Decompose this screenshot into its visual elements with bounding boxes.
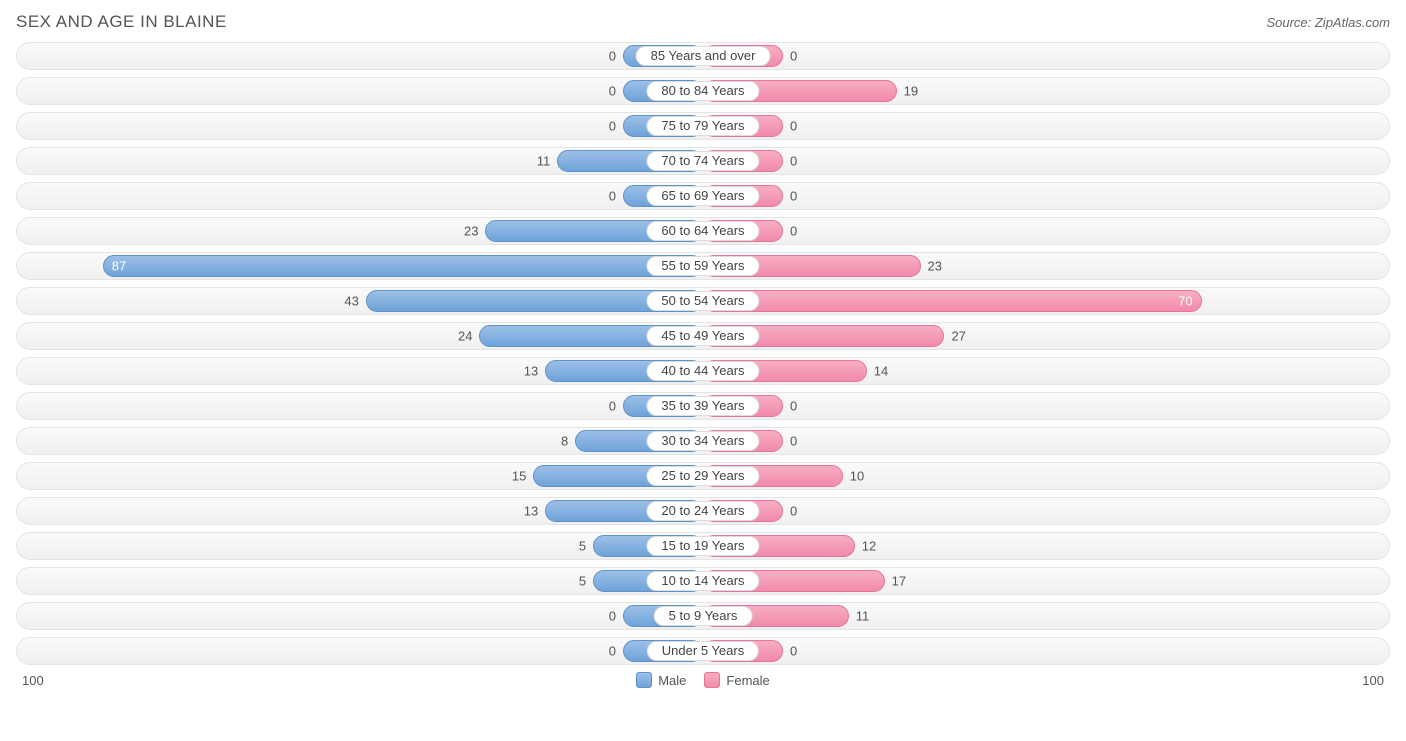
female-value: 12 <box>854 539 876 554</box>
female-value: 0 <box>782 399 797 414</box>
chart-title: SEX AND AGE IN BLAINE <box>16 12 227 32</box>
age-group-label: 75 to 79 Years <box>646 116 759 136</box>
age-group-label: 55 to 59 Years <box>646 256 759 276</box>
age-group-label: 20 to 24 Years <box>646 501 759 521</box>
age-group-label: 65 to 69 Years <box>646 186 759 206</box>
male-value: 13 <box>524 364 546 379</box>
female-value: 70 <box>1178 294 1192 309</box>
male-swatch-icon <box>636 672 652 688</box>
population-pyramid-chart: 0 0 85 Years and over 0 19 80 to 84 Years 0 0 75… <box>16 42 1390 665</box>
pyramid-row: 0 11 5 to 9 Years <box>16 602 1390 630</box>
female-value: 0 <box>782 644 797 659</box>
age-group-label: 35 to 39 Years <box>646 396 759 416</box>
chart-header: SEX AND AGE IN BLAINE Source: ZipAtlas.c… <box>16 12 1390 32</box>
male-value: 24 <box>458 329 480 344</box>
female-value: 23 <box>920 259 942 274</box>
legend: Male Female <box>636 672 770 688</box>
pyramid-row: 13 0 20 to 24 Years <box>16 497 1390 525</box>
male-value: 23 <box>464 224 486 239</box>
female-value: 10 <box>842 469 864 484</box>
female-value: 0 <box>782 224 797 239</box>
female-bar: 70 <box>703 290 1202 312</box>
male-value: 0 <box>609 49 624 64</box>
legend-male-label: Male <box>658 673 686 688</box>
male-value: 0 <box>609 644 624 659</box>
legend-item-female: Female <box>704 672 769 688</box>
male-value: 0 <box>609 399 624 414</box>
pyramid-row: 8 0 30 to 34 Years <box>16 427 1390 455</box>
female-value: 27 <box>943 329 965 344</box>
axis-right-max: 100 <box>1362 673 1384 688</box>
age-group-label: 10 to 14 Years <box>646 571 759 591</box>
pyramid-row: 0 19 80 to 84 Years <box>16 77 1390 105</box>
pyramid-row: 15 10 25 to 29 Years <box>16 462 1390 490</box>
legend-item-male: Male <box>636 672 686 688</box>
male-value: 15 <box>512 469 534 484</box>
pyramid-row: 11 0 70 to 74 Years <box>16 147 1390 175</box>
pyramid-row: 24 27 45 to 49 Years <box>16 322 1390 350</box>
male-bar: 87 <box>103 255 703 277</box>
male-value: 43 <box>344 294 366 309</box>
age-group-label: 25 to 29 Years <box>646 466 759 486</box>
age-group-label: 30 to 34 Years <box>646 431 759 451</box>
male-value: 0 <box>609 609 624 624</box>
axis-left-max: 100 <box>22 673 44 688</box>
pyramid-row: 87 23 55 to 59 Years <box>16 252 1390 280</box>
pyramid-row: 0 0 35 to 39 Years <box>16 392 1390 420</box>
female-value: 0 <box>782 154 797 169</box>
male-value: 5 <box>579 574 594 589</box>
female-value: 0 <box>782 434 797 449</box>
female-value: 17 <box>884 574 906 589</box>
age-group-label: 40 to 44 Years <box>646 361 759 381</box>
age-group-label: 85 Years and over <box>636 46 771 66</box>
male-value: 5 <box>579 539 594 554</box>
chart-footer: 100 Male Female 100 <box>16 672 1390 688</box>
pyramid-row: 23 0 60 to 64 Years <box>16 217 1390 245</box>
chart-source: Source: ZipAtlas.com <box>1266 15 1390 30</box>
age-group-label: Under 5 Years <box>647 641 759 661</box>
age-group-label: 70 to 74 Years <box>646 151 759 171</box>
male-value: 11 <box>537 154 559 169</box>
male-value: 0 <box>609 119 624 134</box>
female-value: 0 <box>782 504 797 519</box>
female-value: 0 <box>782 119 797 134</box>
age-group-label: 45 to 49 Years <box>646 326 759 346</box>
pyramid-row: 0 0 75 to 79 Years <box>16 112 1390 140</box>
female-value: 0 <box>782 49 797 64</box>
age-group-label: 5 to 9 Years <box>654 606 753 626</box>
age-group-label: 60 to 64 Years <box>646 221 759 241</box>
pyramid-row: 13 14 40 to 44 Years <box>16 357 1390 385</box>
pyramid-row: 0 0 65 to 69 Years <box>16 182 1390 210</box>
pyramid-row: 0 0 Under 5 Years <box>16 637 1390 665</box>
pyramid-row: 5 12 15 to 19 Years <box>16 532 1390 560</box>
male-value: 87 <box>112 259 126 274</box>
legend-female-label: Female <box>726 673 769 688</box>
age-group-label: 15 to 19 Years <box>646 536 759 556</box>
female-value: 19 <box>896 84 918 99</box>
pyramid-row: 5 17 10 to 14 Years <box>16 567 1390 595</box>
male-value: 0 <box>609 189 624 204</box>
male-value: 0 <box>609 84 624 99</box>
male-value: 13 <box>524 504 546 519</box>
age-group-label: 80 to 84 Years <box>646 81 759 101</box>
female-value: 0 <box>782 189 797 204</box>
female-swatch-icon <box>704 672 720 688</box>
male-value: 8 <box>561 434 576 449</box>
age-group-label: 50 to 54 Years <box>646 291 759 311</box>
female-value: 14 <box>866 364 888 379</box>
pyramid-row: 43 70 50 to 54 Years <box>16 287 1390 315</box>
pyramid-row: 0 0 85 Years and over <box>16 42 1390 70</box>
female-value: 11 <box>848 609 870 624</box>
